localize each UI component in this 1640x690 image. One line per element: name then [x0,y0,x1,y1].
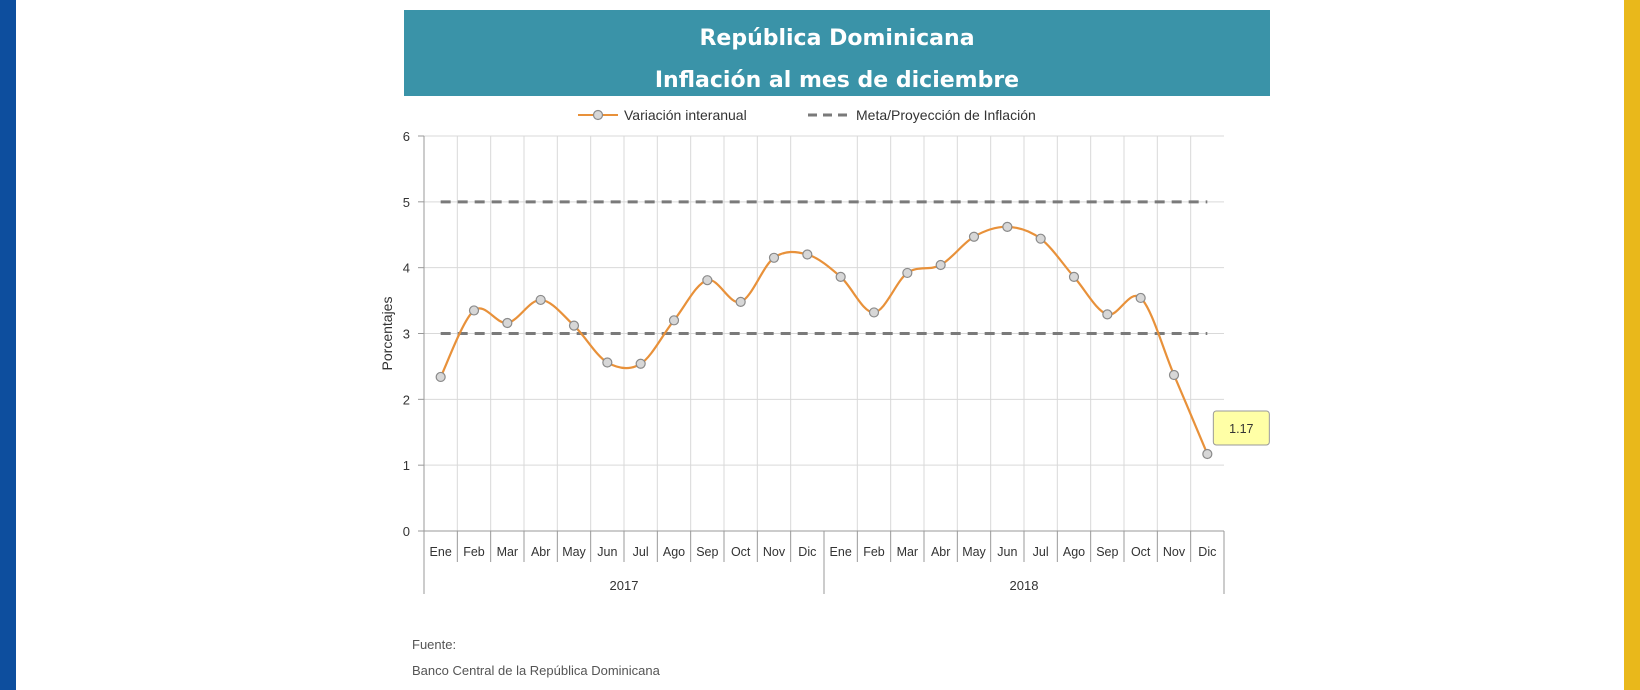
data-point [802,249,813,260]
y-tick-label: 1 [403,458,410,473]
data-point [1202,448,1213,460]
x-tick-label: Ene [830,545,852,559]
legend-label-target: Meta/Proyección de Inflación [856,107,1036,123]
x-tick-label: Ene [430,545,452,559]
data-point [568,320,580,331]
x-tick-label: Sep [1096,545,1118,559]
x-tick-label: Jun [597,545,617,559]
source-label: Fuente: [412,637,457,652]
data-point [768,252,780,263]
x-tick-label: Abr [531,545,550,559]
series-line-variacion [439,225,1209,455]
chart-axes: 0 1 2 3 4 5 6 Ene Feb Mar Abr May Jun Jul Ago Sep Oct Nov… [403,129,1225,594]
data-point [1168,369,1180,381]
y-axis-label: Porcentajes [379,297,395,371]
data-point [502,317,513,329]
right-edge-bar [1624,0,1640,690]
x-tick-label: Jun [997,545,1017,559]
x-tick-label: Abr [931,545,950,559]
source-text: Banco Central de la República Dominicana [412,663,660,678]
x-tick-label: Jul [1033,545,1049,559]
data-point [735,296,746,307]
y-tick-label: 2 [403,392,410,407]
x-tick-label: May [562,545,586,559]
data-point [968,231,980,242]
x-group-label: 2017 [610,578,639,593]
x-tick-label: Oct [1131,545,1151,559]
x-group-label: 2018 [1010,578,1039,593]
target-lines [440,200,1208,335]
data-point [535,294,546,306]
data-point [1002,221,1013,232]
data-point [635,358,646,369]
data-point [935,259,946,271]
x-tick-label: Nov [1163,545,1186,559]
data-point [435,371,446,383]
x-tick-label: Ago [663,545,685,559]
x-tick-label: Dic [1198,545,1216,559]
data-point [1135,292,1146,304]
series-line-group [439,225,1209,455]
x-tick-label: Nov [763,545,786,559]
y-tick-label: 4 [403,261,410,276]
callout-box [1212,410,1270,446]
x-tick-label: Jul [633,545,649,559]
data-point [702,275,713,286]
data-point [1102,309,1113,320]
data-point [868,307,880,318]
data-point [1068,271,1080,282]
x-tick-label: Mar [497,545,519,559]
y-tick-label: 3 [403,327,410,342]
legend-marker-series [592,109,604,121]
chart-legend: Variación interanual Meta/Proyección de … [578,107,1036,123]
x-tick-label: Dic [798,545,816,559]
y-tick-label: 6 [403,129,410,144]
x-tick-label: Mar [897,545,919,559]
x-tick-label: Feb [463,545,485,559]
x-tick-label: May [962,545,986,559]
x-tick-label: Oct [731,545,751,559]
chart-title-line1: República Dominicana [699,26,975,51]
y-tick-label: 5 [403,195,410,210]
data-callout: 1.17 [1212,410,1270,446]
data-point [902,267,913,279]
data-point [668,315,680,326]
legend-label-series: Variación interanual [624,107,747,123]
data-point [602,357,613,368]
x-tick-label: Sep [696,545,718,559]
y-tick-label: 0 [403,524,410,539]
data-point [468,305,480,316]
x-tick-label: Ago [1063,545,1085,559]
series-markers [435,221,1213,460]
data-point [835,271,846,282]
chart-title-line2: Inflación al mes de diciembre [654,68,1020,93]
left-edge-bar [0,0,16,690]
data-point [1035,233,1046,244]
chart-title-banner: República Dominicana Inflación al mes de… [404,10,1270,96]
callout-label: 1.17 [1229,422,1253,436]
x-tick-label: Feb [863,545,885,559]
